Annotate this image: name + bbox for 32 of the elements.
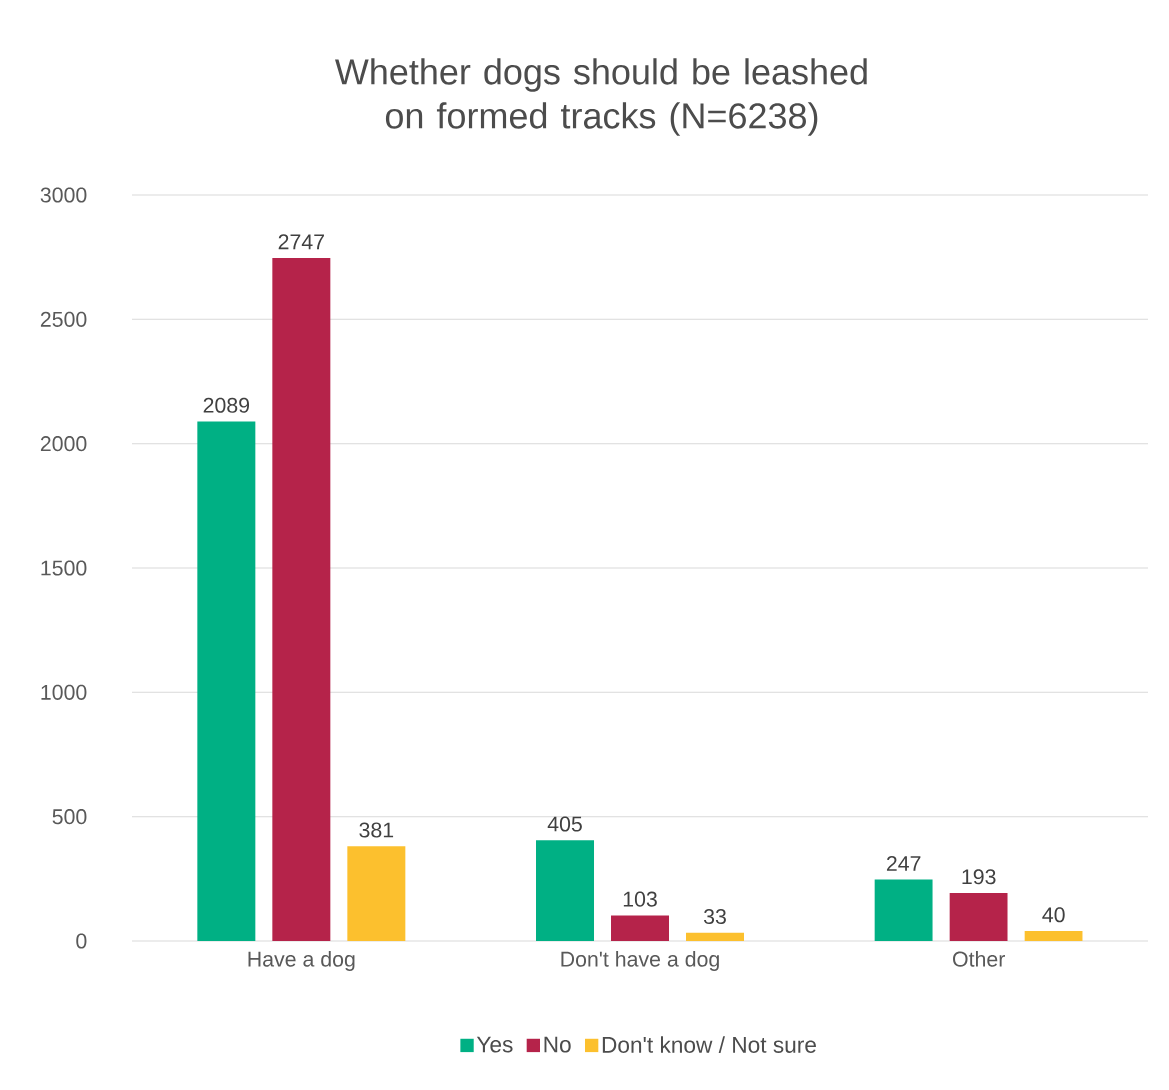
y-tick-label: 2000 <box>40 436 87 452</box>
data-label: 247 <box>886 855 921 871</box>
data-label: 40 <box>1042 907 1065 923</box>
data-label: 381 <box>359 822 394 838</box>
bar <box>347 846 406 941</box>
bar <box>949 893 1008 941</box>
x-tick-label: Other <box>953 951 1005 967</box>
y-tick-label: 0 <box>76 933 87 949</box>
y-tick-label: 500 <box>52 809 87 825</box>
chart-title: Whether dogs should be leashed on formed tracks (N=6238) <box>335 58 867 136</box>
x-tick-label: Don't have a dog <box>561 951 719 971</box>
legend-label: Don't know / Not sure <box>602 1036 816 1053</box>
bar <box>611 915 670 941</box>
data-label: 2747 <box>278 234 324 250</box>
bar <box>197 421 256 941</box>
bar <box>686 932 745 941</box>
bar <box>536 840 595 941</box>
data-label: 193 <box>962 869 996 885</box>
bar <box>874 879 933 941</box>
bar <box>1024 931 1083 941</box>
y-tick-label: 1000 <box>41 684 87 700</box>
y-tick-label: 2500 <box>40 311 87 327</box>
data-label: 2089 <box>203 397 250 413</box>
data-label: 405 <box>547 816 582 832</box>
bar <box>272 257 331 941</box>
legend-label: Yes <box>476 1036 513 1053</box>
data-label: 33 <box>703 908 726 925</box>
y-tick-label: 3000 <box>40 187 87 203</box>
y-tick-label: 1500 <box>41 560 87 576</box>
legend-label: No <box>544 1036 571 1053</box>
x-tick-label: Have a dog <box>248 951 355 971</box>
data-label: 103 <box>623 891 657 907</box>
